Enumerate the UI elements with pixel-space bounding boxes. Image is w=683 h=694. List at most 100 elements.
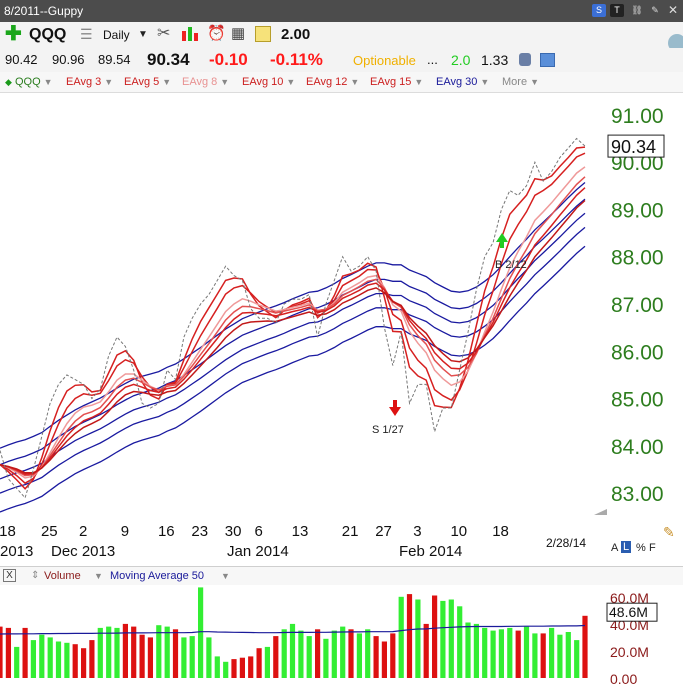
volume-bar <box>448 599 454 678</box>
volume-bar <box>557 634 563 678</box>
legend-more[interactable]: More ▼ <box>502 76 539 88</box>
volume-bar <box>432 595 438 678</box>
studies-icon[interactable] <box>182 27 198 41</box>
month-label-feb-2014: Feb 2014 <box>399 543 463 560</box>
volume-bar <box>507 627 513 678</box>
legend-qqq-icon: ◆ <box>5 77 12 87</box>
globe-icon[interactable] <box>668 34 683 52</box>
volume-bar <box>64 642 70 678</box>
chevron-down-icon: ▼ <box>480 77 490 87</box>
volume-bar <box>423 623 429 678</box>
reorder-icon[interactable]: ⇕ <box>31 570 40 581</box>
month-label-2013: 2013 <box>0 543 34 560</box>
volume-tick-label: 60.0M <box>610 590 649 606</box>
ema-3-line <box>0 146 586 490</box>
day-tick-label: 27 <box>375 523 392 540</box>
day-tick-label: 2 <box>78 523 88 540</box>
legend-eavg-10[interactable]: EAvg 10 ▼ <box>242 76 296 88</box>
volume-bar <box>390 633 396 678</box>
scale-option-pct[interactable]: % <box>636 542 646 554</box>
legend-qqq[interactable]: ◆ QQQ ▼ <box>5 72 53 92</box>
calendar-icon[interactable]: ▦ <box>231 25 246 42</box>
volume-bar <box>440 600 446 678</box>
edit-pencil-icon[interactable]: ✎ <box>663 524 675 540</box>
scale-option-a[interactable]: A <box>611 542 619 554</box>
moving-average-label[interactable]: Moving Average 50 <box>110 570 204 582</box>
price-chart[interactable]: 91.00 90.00 89.00 88.00 87.00 86.00 85.00 84.00… <box>0 92 683 516</box>
volume-bar <box>172 629 179 678</box>
add-symbol-icon[interactable]: ✚ <box>5 23 22 45</box>
volume-bar <box>198 587 204 678</box>
legend-eavg-12[interactable]: EAvg 12 ▼ <box>306 76 360 88</box>
period-dropdown-icon[interactable]: ▼ <box>138 29 148 40</box>
price-tick-label: 89.00 <box>611 200 664 223</box>
legend-eavg-8[interactable]: EAvg 8 ▼ <box>182 76 230 88</box>
volume-label[interactable]: Volume <box>44 570 81 582</box>
day-tick-label: 18 <box>492 523 509 540</box>
volume-bar <box>323 638 329 678</box>
long-ema-line <box>0 198 586 466</box>
tv-icon[interactable]: T <box>610 4 624 17</box>
link-icon[interactable]: ⛓ <box>631 5 643 15</box>
day-tick-label: 13 <box>291 523 309 540</box>
close-panel-button[interactable]: X <box>3 569 16 582</box>
volume-panel-header: X ⇕ Volume ▼ Moving Average 50 ▼ <box>0 566 683 585</box>
scale-option-f[interactable]: F <box>649 542 656 554</box>
volume-tick-label: 0.00 <box>610 671 637 687</box>
symbol-field[interactable]: QQQ <box>29 26 67 43</box>
buy-signal-label: B 2/12 <box>495 259 527 271</box>
pin-icon[interactable]: ✎ <box>651 5 659 15</box>
volume-bar <box>72 644 78 678</box>
volume-bar <box>81 648 87 678</box>
qqq-price-line <box>0 137 586 499</box>
volume-bar <box>356 633 362 678</box>
legend-eavg-30[interactable]: EAvg 30 ▼ <box>436 76 490 88</box>
volume-bar <box>365 629 371 678</box>
volume-bar <box>231 659 237 678</box>
database-icon[interactable] <box>519 53 531 66</box>
volume-bar <box>256 648 262 678</box>
legend-eavg-3[interactable]: EAvg 3 ▼ <box>66 76 114 88</box>
last-price-label: 90.34 <box>611 137 656 157</box>
window-title-bar: 8/2011--Guppy S T ⛓ ✎ ✕ <box>0 0 683 22</box>
volume-bar <box>22 627 28 678</box>
symbol-list-icon[interactable]: ☰ <box>80 26 93 42</box>
resize-handle-icon[interactable] <box>594 509 607 515</box>
share-icon[interactable]: S <box>592 4 606 17</box>
volume-ma-50-line <box>0 624 586 635</box>
chart-annotations: B 2/12 S 1/27 <box>372 233 527 436</box>
day-tick-label: 3 <box>413 523 422 540</box>
long-ema-line <box>0 212 586 480</box>
volume-bar <box>223 661 229 678</box>
price-change-pct: -0.11% <box>270 50 323 69</box>
volume-bar <box>281 629 287 678</box>
period-select[interactable]: Daily <box>103 28 130 42</box>
volume-bar <box>47 637 53 678</box>
price-tick-label: 90.00 <box>611 152 664 175</box>
volume-bar <box>114 627 120 678</box>
alarm-clock-icon[interactable]: ⏰ <box>207 25 226 42</box>
volume-bar <box>106 626 112 678</box>
volume-bar <box>55 641 62 678</box>
legend-eavg-15[interactable]: EAvg 15 ▼ <box>370 76 424 88</box>
day-tick-label: 16 <box>157 523 175 540</box>
scale-option-l[interactable]: L <box>621 541 632 553</box>
drawing-tools-icon[interactable]: ✂ <box>157 25 171 42</box>
day-tick-label: 6 <box>254 523 263 540</box>
day-tick-label: 30 <box>224 523 242 540</box>
sell-signal-label: S 1/27 <box>372 424 404 436</box>
volume-bar <box>523 626 530 678</box>
chevron-down-icon: ▼ <box>286 77 296 87</box>
day-tick-label: 9 <box>120 523 130 540</box>
close-icon[interactable]: ✕ <box>667 3 679 17</box>
price-tick-label: 86.00 <box>611 341 664 364</box>
window-icon[interactable] <box>540 53 555 67</box>
chevron-down-icon: ▼ <box>220 77 230 87</box>
volume-ma-last-label: 48.6M <box>609 604 648 620</box>
note-icon[interactable] <box>255 26 271 42</box>
volume-bar <box>14 646 20 678</box>
legend-eavg-5[interactable]: EAvg 5 ▼ <box>124 76 172 88</box>
buy-arrow-icon <box>496 233 508 248</box>
